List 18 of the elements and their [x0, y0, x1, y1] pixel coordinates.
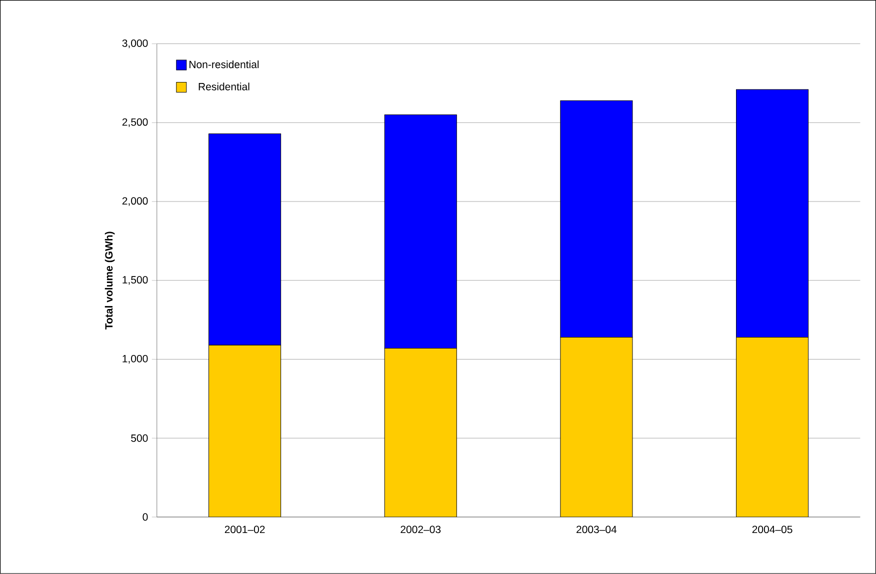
bar	[736, 337, 809, 518]
bar	[208, 344, 282, 518]
y-tick-label: 1,500	[122, 276, 148, 285]
y-tick-label: 2,500	[122, 118, 148, 128]
y-tick-label: 3,000	[122, 40, 148, 48]
x-tick-label: 2004–05	[752, 526, 792, 534]
y-tick-label: 2,000	[122, 197, 148, 206]
legend-label: Non-residential	[190, 60, 259, 68]
x-tick-label: 2001–02	[224, 526, 265, 534]
y-tick-label: 500	[131, 434, 148, 442]
x-tick-label: 2002–03	[400, 526, 441, 534]
y-axis-title: Total volume (GWh)	[104, 232, 115, 330]
y-tick-label: 1,000	[122, 355, 148, 364]
bar	[560, 337, 633, 518]
y-tick-label: 0	[142, 513, 148, 521]
bar	[384, 348, 457, 518]
legend-label: Residential	[198, 82, 250, 90]
x-tick-label: 2003–04	[576, 526, 617, 534]
